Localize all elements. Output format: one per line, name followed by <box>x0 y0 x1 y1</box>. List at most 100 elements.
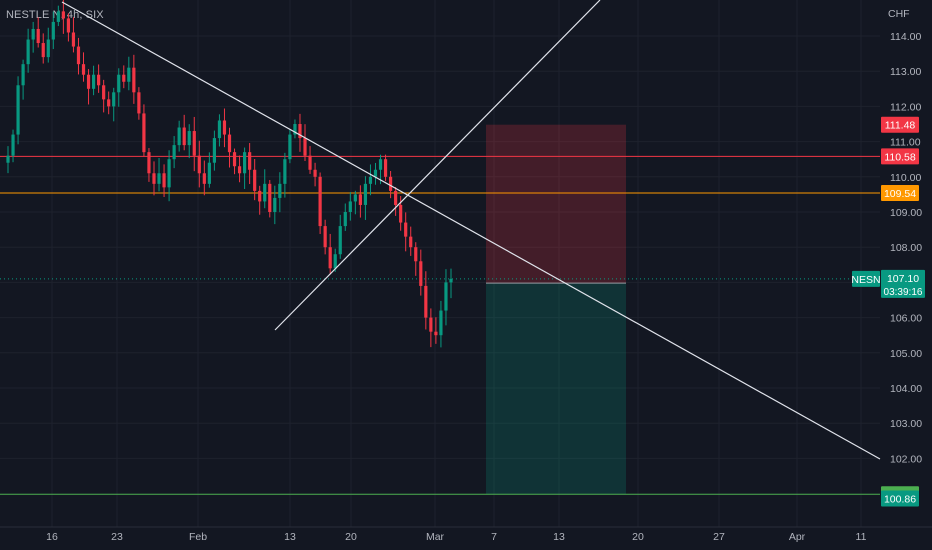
candle-body <box>313 169 317 177</box>
candle <box>333 248 337 272</box>
candle <box>368 164 373 196</box>
candle-body <box>197 155 201 174</box>
candle-body <box>86 74 91 89</box>
candle <box>288 128 292 164</box>
candle-body <box>358 194 362 205</box>
price-tag-label: 109.54 <box>884 188 916 200</box>
candle <box>147 148 151 182</box>
candle-body <box>328 247 332 269</box>
current-price-label: 107.10 <box>887 273 919 285</box>
candle <box>378 154 383 185</box>
candle-body <box>308 155 312 170</box>
ascending-trendline <box>274 0 601 331</box>
candle <box>81 52 86 82</box>
candle <box>11 129 15 163</box>
candle-body <box>444 282 448 311</box>
candle <box>142 104 146 157</box>
candle <box>318 172 322 234</box>
candle <box>51 11 55 50</box>
candle-body <box>122 74 126 82</box>
candle <box>363 176 368 220</box>
candle <box>26 28 30 73</box>
target-tag: 100.86 <box>881 490 919 507</box>
candle <box>162 164 166 197</box>
candle-body <box>439 310 443 336</box>
candle-body <box>147 152 151 174</box>
descending-trendline <box>61 1 881 460</box>
candle-body <box>404 222 408 237</box>
candle-body <box>182 127 186 146</box>
candle-body <box>142 113 146 153</box>
candle-body <box>132 67 136 93</box>
candle <box>56 5 60 27</box>
x-tick-label: 23 <box>111 531 123 543</box>
y-tick-label: 103.00 <box>890 418 922 430</box>
candle-body <box>378 159 383 170</box>
candle-body <box>187 131 191 146</box>
candle-body <box>26 39 30 65</box>
candle-body <box>222 120 227 135</box>
candle <box>182 114 186 151</box>
candle <box>127 56 131 91</box>
candle <box>16 76 20 145</box>
candle-body <box>323 226 327 248</box>
candle <box>71 17 76 53</box>
candle <box>36 17 40 48</box>
candle <box>313 162 317 187</box>
candle <box>137 87 141 120</box>
candle-body <box>363 183 368 205</box>
candle-body <box>51 21 55 40</box>
x-tick-label: 20 <box>345 531 357 543</box>
x-tick-label: 7 <box>491 531 497 543</box>
candle-body <box>253 169 257 191</box>
candle <box>404 212 408 252</box>
candle-body <box>192 131 196 156</box>
candle <box>409 226 413 256</box>
candle-body <box>248 152 252 170</box>
candle-body <box>298 124 302 139</box>
y-tick-label: 110.00 <box>890 172 921 184</box>
candle-body <box>227 134 232 153</box>
candle-body <box>268 183 272 212</box>
y-tick-label: 104.00 <box>890 383 922 395</box>
x-tick-label: 13 <box>284 531 296 543</box>
candle <box>177 120 181 152</box>
candle <box>197 140 201 188</box>
y-tick-label: 102.00 <box>890 453 922 465</box>
candle-body <box>368 176 373 184</box>
x-tick-label: 27 <box>713 531 725 543</box>
candle <box>298 113 302 152</box>
candle <box>31 21 35 53</box>
trend-lines <box>61 0 881 460</box>
candle <box>338 214 342 259</box>
candle-body <box>243 152 247 174</box>
candle-body <box>399 204 403 223</box>
candle <box>303 124 307 161</box>
candle <box>358 185 362 218</box>
candle-body <box>71 32 76 47</box>
candle-body <box>6 155 10 163</box>
symbol-badge: NESN <box>851 270 881 287</box>
candle <box>212 130 216 171</box>
candle-body <box>16 85 20 135</box>
candle-body <box>172 145 176 160</box>
candle <box>117 68 121 107</box>
candle <box>237 155 242 183</box>
time-axis: 16 23 Feb 13 20 Mar 7 13 20 27 Apr 11 <box>0 526 932 543</box>
candle-body <box>76 46 81 65</box>
y-tick-label: 105.00 <box>890 348 922 360</box>
candle <box>434 317 438 344</box>
candle-body <box>449 278 453 283</box>
candle-body <box>424 285 428 318</box>
candle <box>328 233 332 274</box>
candle-body <box>212 138 216 163</box>
candle <box>353 190 357 215</box>
candle <box>46 27 50 63</box>
candle <box>107 91 111 115</box>
candle <box>419 249 423 296</box>
candle <box>449 268 453 299</box>
candle <box>41 33 45 64</box>
price-tag-label: 111.48 <box>885 120 916 132</box>
candle-body <box>107 99 111 107</box>
